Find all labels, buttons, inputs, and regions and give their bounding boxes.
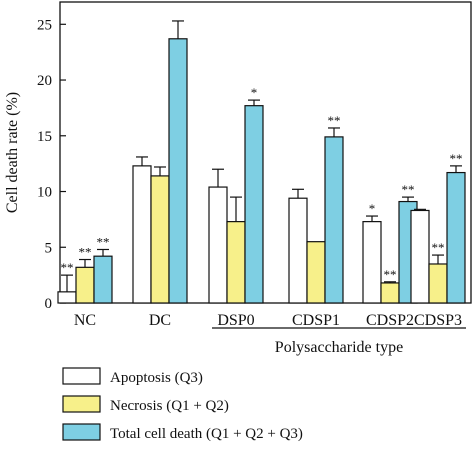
bar — [208, 186, 228, 304]
y-axis-title: Cell death rate (%) — [4, 92, 21, 213]
bar — [150, 175, 170, 304]
legend-swatch — [62, 423, 101, 441]
bar — [75, 266, 95, 304]
legend-label: Necrosis (Q1 + Q2) — [110, 398, 229, 414]
x-tick-label: CDSP1 — [292, 312, 340, 329]
legend-label: Total cell death (Q1 + Q2 + Q3) — [110, 426, 303, 442]
bar — [57, 291, 77, 304]
significance-label: ** — [97, 234, 110, 249]
significance-label: * — [369, 201, 376, 216]
bar — [306, 241, 326, 304]
significance-label: ** — [328, 113, 341, 128]
bar — [428, 263, 448, 304]
group-label: Polysaccharide type — [275, 339, 403, 356]
bar — [324, 136, 344, 304]
x-tick-label: CDSP2 — [366, 312, 414, 329]
x-tick-label: DSP0 — [217, 312, 254, 329]
bar — [244, 105, 264, 304]
y-tick-label: 5 — [45, 240, 53, 256]
legend-swatch — [62, 395, 101, 413]
y-tick-label: 15 — [37, 129, 52, 145]
bar — [132, 165, 152, 304]
y-tick-label: 10 — [37, 185, 52, 201]
bar — [362, 221, 382, 304]
bar — [288, 197, 308, 304]
bar — [93, 255, 113, 304]
bar — [446, 171, 466, 304]
x-tick-label: DC — [149, 312, 171, 329]
significance-label: ** — [450, 151, 463, 166]
bar — [380, 282, 400, 304]
bar — [410, 209, 430, 304]
plot-frame — [59, 1, 472, 304]
significance-label: * — [251, 85, 258, 100]
y-tick-label: 0 — [45, 296, 53, 312]
significance-label: ** — [61, 260, 74, 275]
legend-swatch — [62, 367, 101, 385]
significance-label: ** — [402, 182, 415, 197]
legend-label: Apoptosis (Q3) — [110, 370, 203, 386]
significance-label: ** — [432, 240, 445, 255]
bar — [168, 38, 188, 304]
bar — [226, 221, 246, 304]
x-tick-label: NC — [74, 312, 96, 329]
x-tick-label: CDSP3 — [414, 312, 462, 329]
y-tick-label: 20 — [37, 73, 52, 89]
y-tick-label: 25 — [37, 17, 52, 33]
significance-label: ** — [384, 267, 397, 282]
significance-label: ** — [79, 245, 92, 260]
